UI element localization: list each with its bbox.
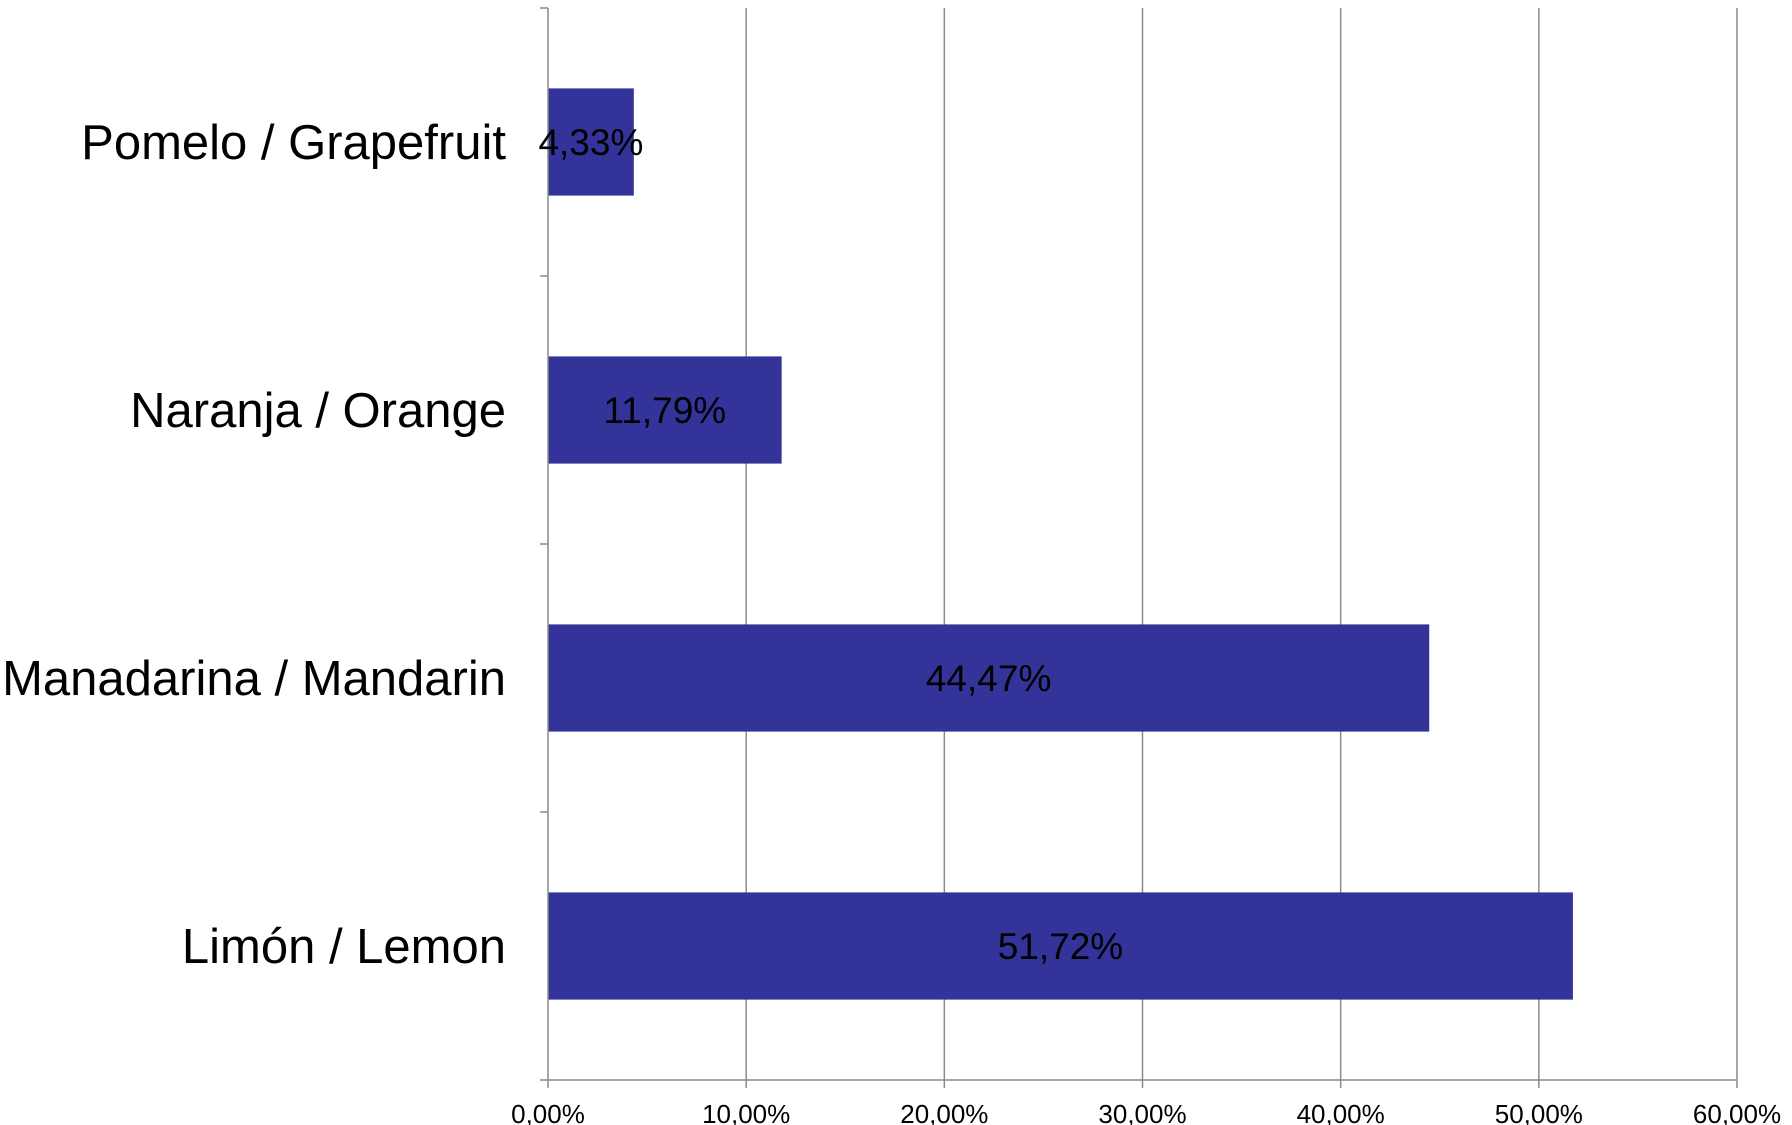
category-label: Pomelo / Grapefruit xyxy=(81,116,506,170)
x-tick-label: 60,00% xyxy=(1693,1099,1781,1125)
category-label: Limón / Lemon xyxy=(182,920,506,974)
data-label: 4,33% xyxy=(538,122,643,163)
data-label: 11,79% xyxy=(603,390,726,431)
bar xyxy=(548,356,782,464)
x-tick-label: 20,00% xyxy=(900,1099,988,1125)
bar xyxy=(548,88,634,196)
data-label: 44,47% xyxy=(926,658,1052,699)
x-tick-label: 50,00% xyxy=(1495,1099,1583,1125)
x-tick-label: 0,00% xyxy=(511,1099,585,1125)
bar xyxy=(548,892,1573,1000)
x-tick-label: 30,00% xyxy=(1098,1099,1186,1125)
x-tick-label: 40,00% xyxy=(1297,1099,1385,1125)
bar xyxy=(548,624,1430,732)
axes xyxy=(540,7,1738,1088)
category-label: Naranja / Orange xyxy=(130,384,506,438)
category-label: Manadarina / Mandarin xyxy=(2,652,506,706)
x-tick-label: 10,00% xyxy=(702,1099,790,1125)
bars xyxy=(548,88,1573,1000)
labels: 0,00% 10,00% 20,00% 30,00% 40,00% 50,00% 60,00… xyxy=(2,116,1781,1125)
data-label: 51,72% xyxy=(998,926,1124,967)
